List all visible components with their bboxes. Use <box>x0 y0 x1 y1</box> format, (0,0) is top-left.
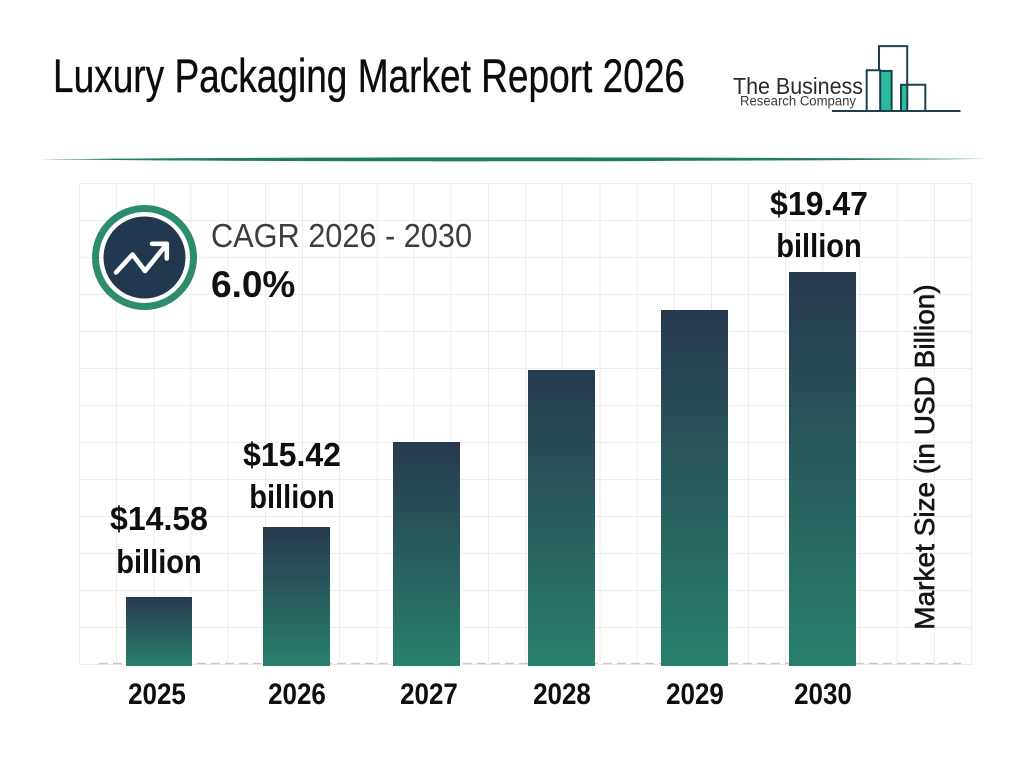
svg-text:Research Company: Research Company <box>740 94 856 109</box>
svg-text:The Business: The Business <box>733 73 863 99</box>
